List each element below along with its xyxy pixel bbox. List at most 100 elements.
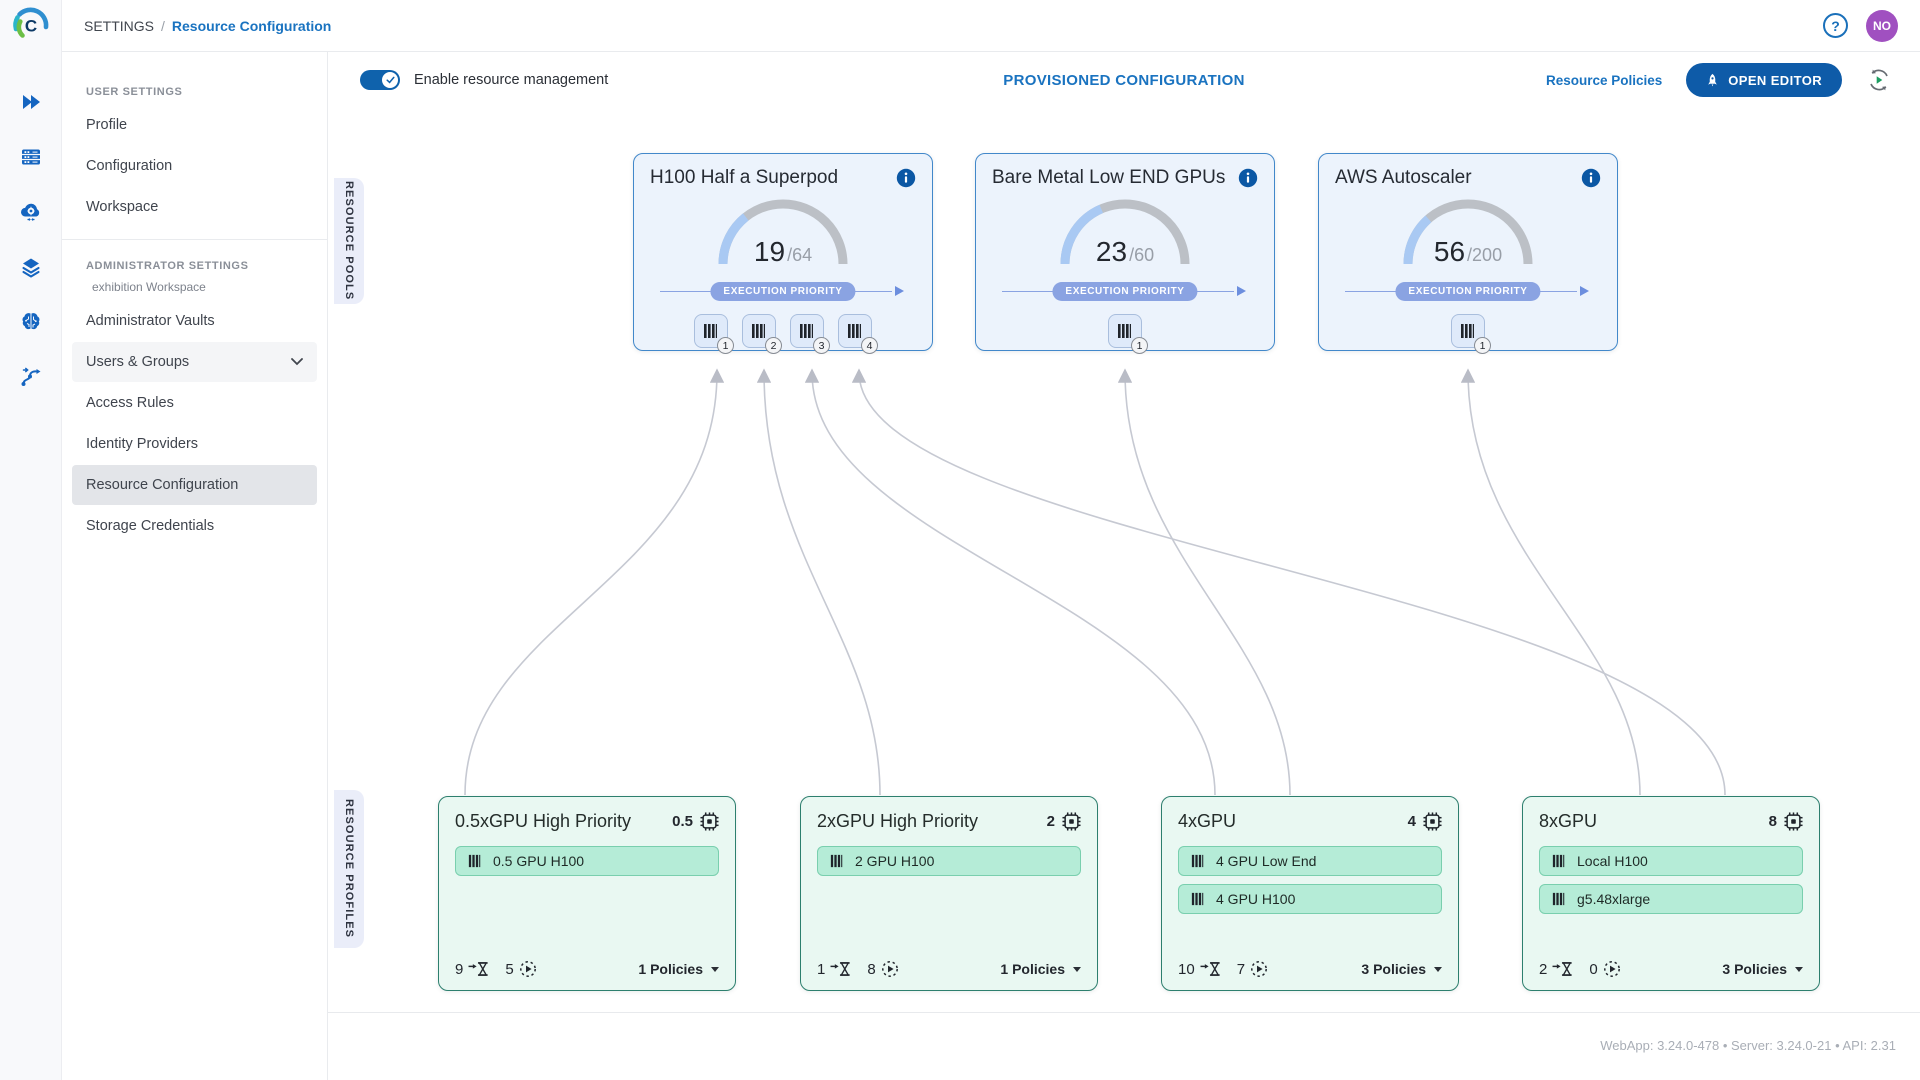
utilization-gauge xyxy=(1060,199,1190,265)
profile-tag-list: 0.5 GPU H100 xyxy=(455,846,719,876)
worker-chip[interactable]: 1 xyxy=(694,314,734,354)
connector-profile2-pool1 xyxy=(756,368,881,796)
processor-icon xyxy=(1062,812,1081,831)
worker-chip[interactable]: 2 xyxy=(742,314,782,354)
auto-refresh-icon[interactable] xyxy=(1866,67,1892,93)
profile-gpu-count: 2 xyxy=(1047,812,1081,831)
sidebar-item-users-groups[interactable]: Users & Groups xyxy=(72,342,317,382)
sidebar-item-administrator-vaults[interactable]: Administrator Vaults xyxy=(86,313,215,329)
app-rail: C xyxy=(0,0,62,1080)
pool-title: AWS Autoscaler xyxy=(1335,167,1472,188)
pending-jobs-stat: 9 xyxy=(455,961,489,978)
pool-title: H100 Half a Superpod xyxy=(650,167,839,188)
open-editor-button[interactable]: OPEN EDITOR xyxy=(1686,63,1842,97)
worker-chip[interactable]: 3 xyxy=(790,314,830,354)
barcode-icon xyxy=(752,324,765,338)
pending-jobs-stat: 2 xyxy=(1539,961,1573,978)
breadcrumb-current: Resource Configuration xyxy=(171,17,332,34)
connector-profile3-pool2 xyxy=(1117,368,1291,796)
execution-priority-row: EXECUTION PRIORITY xyxy=(1335,282,1601,302)
execution-priority-row: EXECUTION PRIORITY xyxy=(992,282,1258,302)
profile-title: 0.5xGPU High Priority xyxy=(455,811,632,831)
barcode-icon xyxy=(1552,892,1565,906)
processor-icon xyxy=(1784,812,1803,831)
policies-dropdown[interactable]: 1 Policies xyxy=(638,961,719,977)
sidebar-item-profile[interactable]: Profile xyxy=(86,117,128,133)
version-info: WebApp: 3.24.0-478 • Server: 3.24.0-21 •… xyxy=(1600,1038,1896,1053)
resource-tag: 0.5 GPU H100 xyxy=(455,846,719,876)
settings-nav: USER SETTINGS Profile Configuration Work… xyxy=(62,52,328,1080)
layers-icon[interactable] xyxy=(19,255,43,279)
sidebar-item-access-rules[interactable]: Access Rules xyxy=(86,395,174,411)
toggle-label: Enable resource management xyxy=(414,72,609,88)
pending-jobs-stat: 1 xyxy=(817,961,851,978)
resource-tag-label: 4 GPU Low End xyxy=(1216,853,1317,869)
profile-footer: 1 8 1 Policies xyxy=(817,960,1081,978)
resource-policies-link[interactable]: Resource Policies xyxy=(1545,72,1663,88)
cloud-gear-icon[interactable] xyxy=(19,200,43,224)
breadcrumb-settings[interactable]: SETTINGS xyxy=(84,17,155,34)
brain-icon[interactable] xyxy=(19,310,43,334)
sidebar-item-configuration[interactable]: Configuration xyxy=(86,158,173,174)
profile-footer: 2 0 3 Policies xyxy=(1539,960,1803,978)
help-icon[interactable]: ? xyxy=(1823,13,1848,38)
sidebar-item-workspace[interactable]: Workspace xyxy=(86,199,159,215)
resource-tag: g5.48xlarge xyxy=(1539,884,1803,914)
info-icon[interactable] xyxy=(896,168,916,188)
sidebar-item-storage-credentials[interactable]: Storage Credentials xyxy=(86,518,215,534)
profile-tag-list: Local H100 g5.48xlarge xyxy=(1539,846,1803,914)
connector-profile1-pool1 xyxy=(464,368,725,796)
profile-gpu-count: 8 xyxy=(1769,812,1803,831)
pool-usage-value: 23/60 xyxy=(1095,236,1155,267)
sidebar-item-identity-providers[interactable]: Identity Providers xyxy=(86,436,199,452)
worker-chip-row: 1 xyxy=(992,314,1258,354)
profile-card-8xgpu: 8xGPU 8 Local H100 g5.48xlarge 2 0 3 Po xyxy=(1522,796,1820,991)
policies-dropdown[interactable]: 3 Policies xyxy=(1722,961,1803,977)
enqueued-icon xyxy=(1200,962,1220,976)
barcode-icon xyxy=(1118,324,1131,338)
pool-card-bare-metal-low-end-gpus: Bare Metal Low END GPUs 23/60 EXECUTION … xyxy=(975,153,1275,354)
priority-badge: 3 xyxy=(813,337,830,354)
caret-down-icon xyxy=(711,966,719,972)
profile-gpu-count: 4 xyxy=(1408,812,1442,831)
worker-chip[interactable]: 1 xyxy=(1108,314,1148,354)
utilization-gauge xyxy=(1403,199,1533,265)
servers-icon[interactable] xyxy=(19,145,43,169)
nav-divider xyxy=(62,239,327,240)
toolbar: Enable resource management PROVISIONED C… xyxy=(328,52,1920,108)
execution-priority-label: EXECUTION PRIORITY xyxy=(710,282,856,301)
avatar[interactable]: NO xyxy=(1866,9,1898,42)
profile-title: 2xGPU High Priority xyxy=(817,811,979,831)
main-content: Enable resource management PROVISIONED C… xyxy=(328,52,1920,1080)
breadcrumb-separator: / xyxy=(161,17,165,34)
enqueued-icon xyxy=(1552,962,1572,976)
pool-usage-value: 56/200 xyxy=(1433,236,1503,267)
pool-card-h100-half-a-superpod: H100 Half a Superpod 19/64 EXECUTION PRI… xyxy=(633,153,933,354)
launch-icon[interactable] xyxy=(19,90,43,114)
caret-down-icon xyxy=(1073,966,1081,972)
priority-badge: 4 xyxy=(861,337,878,354)
execution-priority-label: EXECUTION PRIORITY xyxy=(1395,282,1541,301)
barcode-icon xyxy=(800,324,813,338)
clearml-logo[interactable]: C xyxy=(11,5,51,45)
profile-gpu-count: 0.5 xyxy=(672,812,719,831)
sidebar-item-resource-configuration[interactable]: Resource Configuration xyxy=(72,465,317,505)
pipeline-icon[interactable] xyxy=(19,365,43,389)
worker-chip[interactable]: 4 xyxy=(838,314,878,354)
execution-priority-row: EXECUTION PRIORITY xyxy=(650,282,916,302)
worker-chip[interactable]: 1 xyxy=(1451,314,1491,354)
barcode-icon xyxy=(704,324,717,338)
enqueued-icon xyxy=(830,962,850,976)
breadcrumb: SETTINGS / Resource Configuration xyxy=(84,18,331,34)
barcode-icon xyxy=(830,854,843,868)
rail-icon-list xyxy=(0,90,62,389)
enable-resource-management-toggle[interactable] xyxy=(360,70,400,90)
running-jobs-stat: 5 xyxy=(505,960,536,978)
connector-profile4-pool3 xyxy=(1460,368,1641,796)
worker-chip-row: 1 xyxy=(1335,314,1601,354)
policies-dropdown[interactable]: 1 Policies xyxy=(1000,961,1081,977)
execution-priority-label: EXECUTION PRIORITY xyxy=(1052,282,1198,301)
policies-dropdown[interactable]: 3 Policies xyxy=(1361,961,1442,977)
info-icon[interactable] xyxy=(1238,168,1258,188)
info-icon[interactable] xyxy=(1581,168,1601,188)
